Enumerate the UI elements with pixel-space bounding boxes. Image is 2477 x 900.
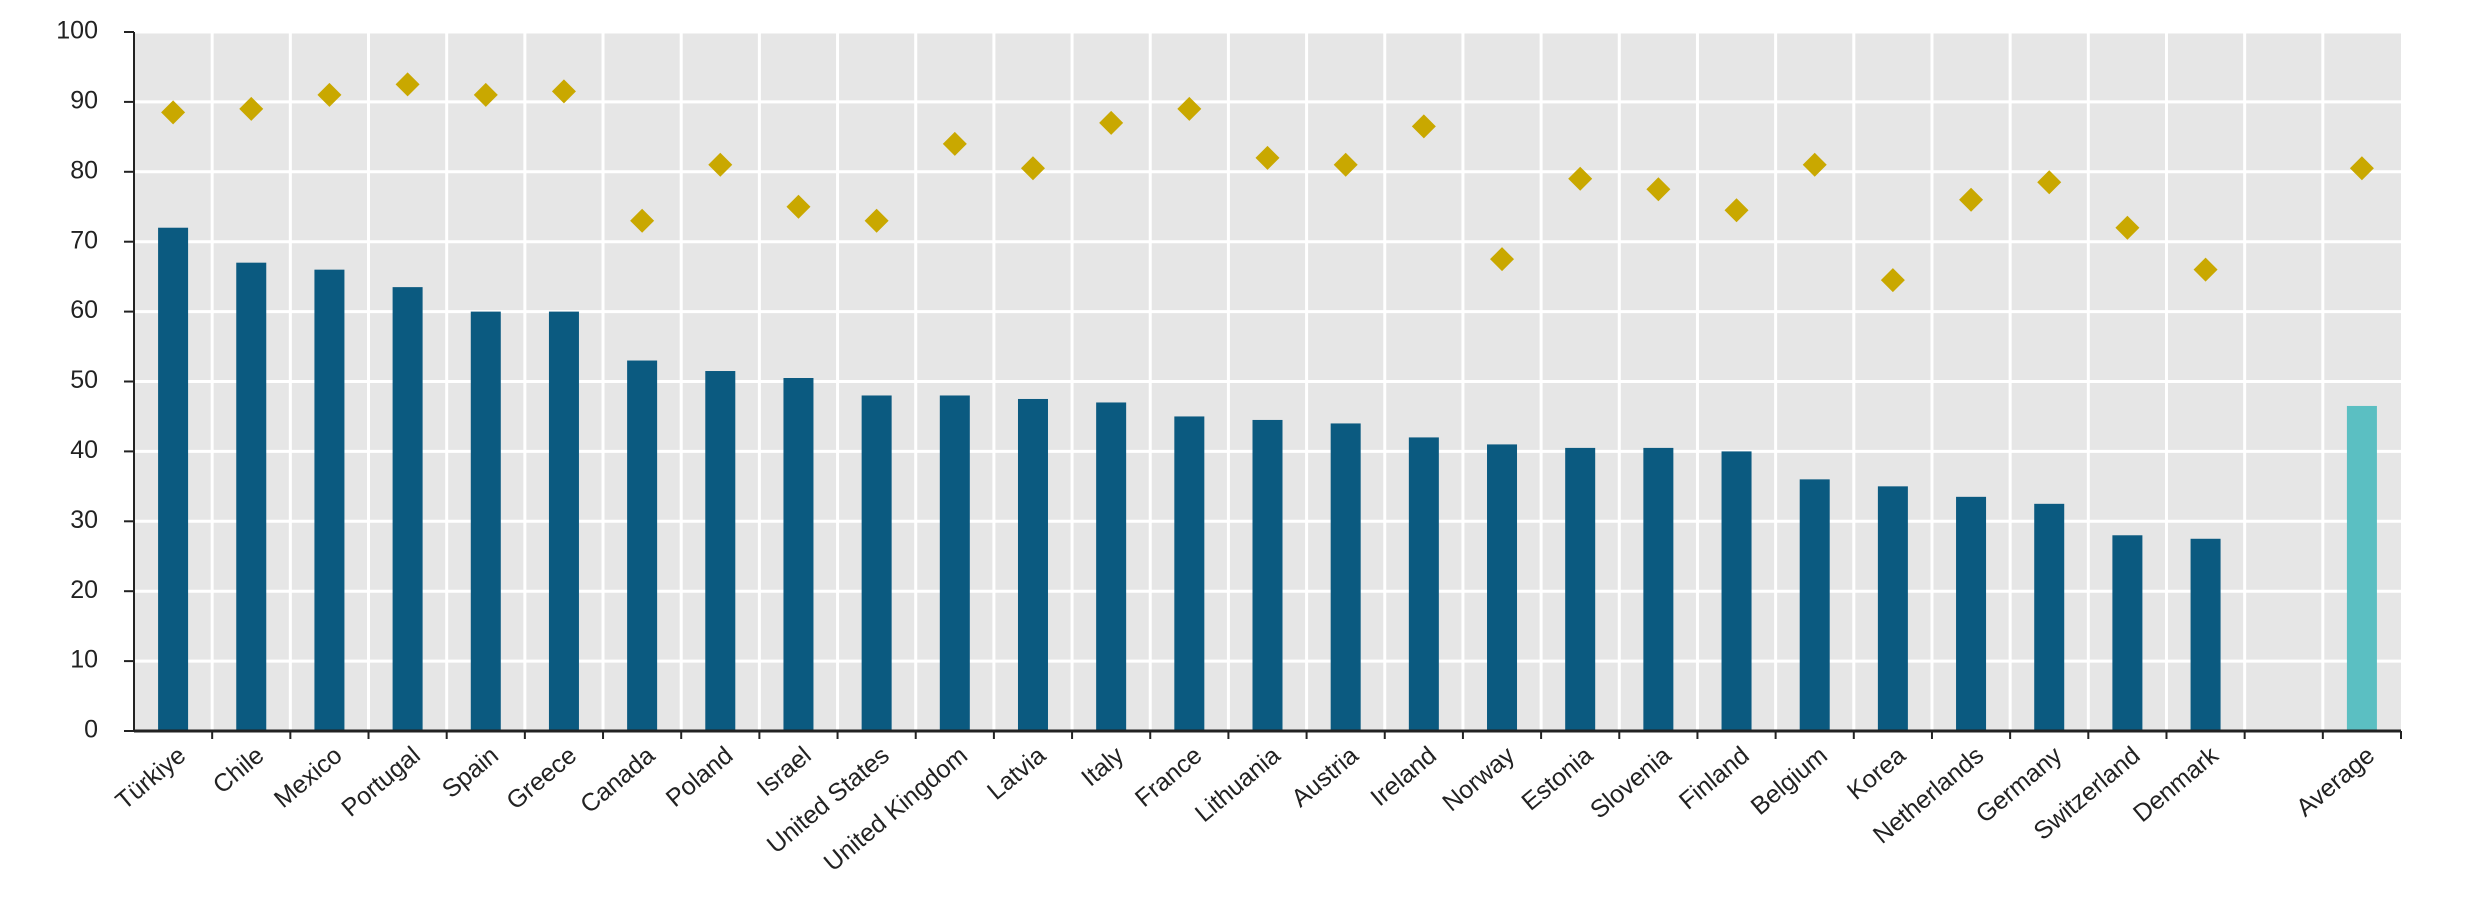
diamond-marker: [1490, 247, 1515, 272]
x-tick-label: Chile: [208, 741, 270, 799]
diamond-marker: [1333, 152, 1358, 177]
bar: [392, 287, 423, 731]
x-tick-label: United Kingdom: [819, 741, 973, 877]
x-tick-label: Spain: [437, 741, 504, 804]
bar: [470, 311, 501, 731]
bar: [1487, 444, 1518, 731]
bar: [1956, 496, 1987, 731]
diamond-marker: [317, 82, 342, 107]
bar: [1643, 447, 1674, 731]
diamond-marker: [1020, 156, 1045, 181]
y-tick-label: 20: [70, 576, 98, 604]
bar: [1096, 402, 1127, 731]
bar: [861, 395, 892, 731]
bar: [783, 378, 814, 731]
x-tick-label: Portugal: [336, 741, 425, 822]
diamond-marker: [161, 100, 186, 125]
y-tick-label: 100: [56, 17, 98, 45]
bar: [236, 262, 267, 731]
diamond-marker: [2037, 170, 2062, 195]
x-tick-label: Türkiye: [110, 741, 191, 815]
diamond-marker: [1724, 198, 1749, 223]
bar: [1877, 486, 1908, 731]
y-tick-label: 60: [70, 296, 98, 324]
x-tick-label: Korea: [1842, 741, 1911, 805]
bar: [939, 395, 970, 731]
bar: [1252, 419, 1283, 731]
bar: [2190, 538, 2221, 731]
diamond-marker: [239, 96, 264, 121]
bar: [2346, 405, 2377, 731]
diamond-marker: [1959, 187, 1984, 212]
diamond-marker: [1177, 96, 1202, 121]
diamond-marker: [473, 82, 498, 107]
diamond-marker: [2115, 215, 2140, 240]
x-tick-label: Average: [2291, 741, 2380, 822]
diamond-marker: [2349, 156, 2374, 181]
diamond-marker: [551, 79, 576, 104]
x-tick-label: Belgium: [1746, 741, 1833, 821]
y-tick-label: 0: [84, 716, 98, 744]
bar: [548, 311, 579, 731]
x-tick-label: Lithuania: [1190, 741, 1286, 828]
bar: [1017, 398, 1048, 731]
diamond-marker: [395, 72, 420, 97]
x-tick-label: Denmark: [2128, 741, 2224, 828]
y-tick-label: 50: [70, 366, 98, 394]
y-tick-label: 40: [70, 436, 98, 464]
x-tick-label: Norway: [1437, 741, 1520, 817]
x-tick-label: Slovenia: [1585, 741, 1677, 824]
x-tick-label: Ireland: [1365, 741, 1442, 812]
bar: [2034, 503, 2065, 731]
bar: [1330, 423, 1361, 731]
diamond-marker: [708, 152, 733, 177]
y-tick-label: 70: [70, 226, 98, 254]
bar: [158, 227, 189, 731]
diamond-marker: [1568, 166, 1593, 191]
diamond-marker: [1880, 268, 1905, 293]
y-tick-label: 80: [70, 156, 98, 184]
x-tick-label: Greece: [501, 741, 582, 815]
diamond-marker: [786, 194, 811, 219]
bar: [1408, 437, 1439, 731]
y-tick-label: 30: [70, 506, 98, 534]
y-tick-label: 10: [70, 646, 98, 674]
x-tick-label: Poland: [661, 741, 739, 812]
x-tick-label: Canada: [575, 741, 660, 819]
bar: [314, 269, 345, 731]
x-tick-label: Mexico: [269, 741, 348, 813]
diamond-marker: [1802, 152, 1827, 177]
bar: [2112, 535, 2143, 731]
diamond-marker: [1411, 114, 1436, 139]
x-tick-label: Latvia: [982, 741, 1051, 805]
bar: [1721, 451, 1752, 731]
diamond-marker: [1099, 110, 1124, 135]
bar: [1565, 447, 1596, 731]
bar: [627, 360, 658, 731]
bar: [1174, 416, 1205, 731]
bar: [1799, 479, 1830, 731]
diamond-marker: [1255, 145, 1280, 170]
y-tick-label: 90: [70, 87, 98, 115]
diamond-marker: [630, 208, 655, 233]
diamond-marker: [2193, 257, 2218, 282]
diamond-marker: [864, 208, 889, 233]
diamond-marker: [1646, 177, 1671, 202]
x-tick-label: Austria: [1286, 741, 1364, 813]
x-tick-label: Italy: [1076, 741, 1130, 792]
x-tick-label: Finland: [1674, 741, 1755, 815]
x-tick-label: Israel: [752, 741, 817, 802]
bar: [705, 371, 736, 731]
diamond-marker: [942, 131, 967, 156]
